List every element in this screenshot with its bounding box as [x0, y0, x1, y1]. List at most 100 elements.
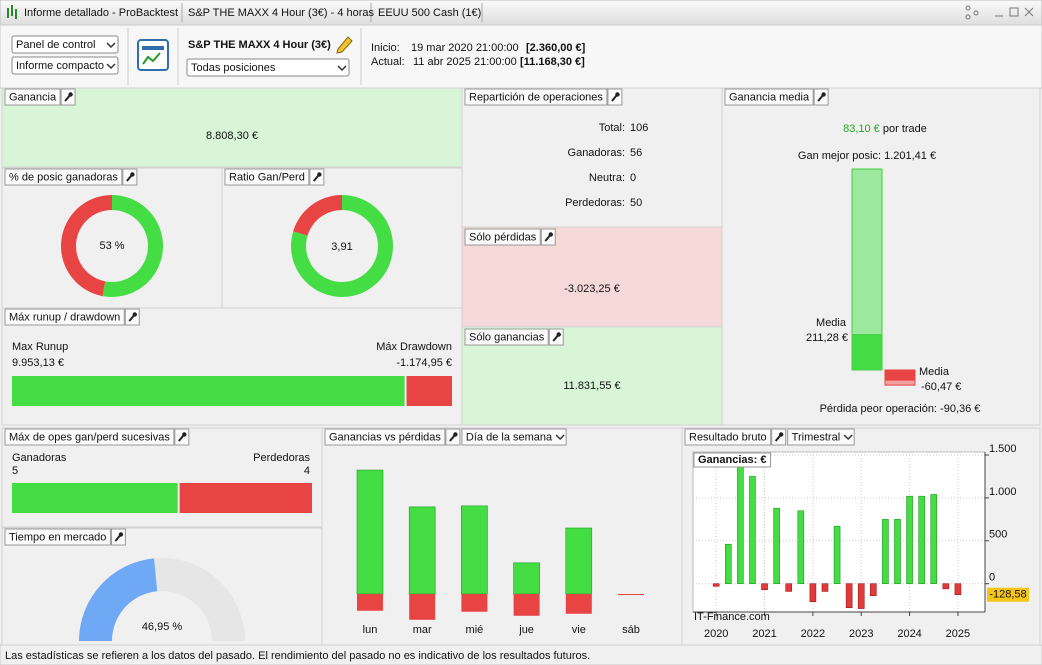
wins-name: Ganadoras [12, 452, 67, 464]
gross-bar [870, 583, 877, 596]
gross-bar [773, 507, 780, 584]
gross-bar [724, 543, 732, 584]
y-tick-label: 1.500 [989, 443, 1017, 455]
panel-title: Máx runup / drawdown [9, 311, 120, 323]
dropdown-arrow [106, 42, 116, 49]
gain-bar [565, 527, 593, 595]
gross-bar [930, 494, 938, 584]
selector-label: Trimestral [792, 431, 840, 443]
donut-win [102, 195, 164, 298]
avg-win-name: Media [816, 317, 847, 329]
gross-bar [761, 583, 768, 590]
avg-win-bar [851, 334, 883, 371]
toolbar [0, 24, 1042, 89]
wrench-icon [548, 232, 553, 237]
x-tick-label: 2020 [704, 628, 728, 640]
gross-bar [749, 476, 756, 584]
panel-title-box [724, 88, 814, 106]
x-tick-label: 2021 [752, 628, 776, 640]
dropdown-arrow [106, 63, 116, 70]
average-value: 83,10 € por trade [843, 123, 927, 135]
end-price: [11.168,30 €] [520, 56, 585, 68]
wrench-icon [118, 532, 124, 537]
gain-bar [513, 562, 540, 595]
report-select[interactable] [11, 56, 119, 75]
panel-title-box [224, 168, 310, 186]
avg-loss-label: -60,47 € [921, 381, 961, 393]
wrench-icon [317, 172, 322, 177]
report-icon[interactable] [137, 39, 169, 71]
strategy-name: S&P THE MAXX 4 Hour (3€) [188, 39, 331, 51]
dropdown-arrow [337, 65, 347, 72]
selector-box[interactable] [461, 428, 567, 446]
gross-bar [857, 583, 865, 609]
panel-runup [1, 307, 463, 426]
losses-value: -3.023,25 € [564, 283, 620, 295]
gross-bar [942, 583, 950, 590]
panel-title-box [4, 168, 123, 186]
panel-title: Ganancia [9, 91, 57, 103]
x-tick-label: vie [572, 624, 586, 636]
last-value-label: -128,58 [989, 589, 1026, 601]
losses-value: 4 [304, 465, 310, 477]
gross-bar [882, 519, 889, 584]
gauge-value [79, 558, 158, 641]
panel-distribution [461, 87, 723, 228]
panel-title-box [464, 88, 608, 106]
y-tick-label: 500 [989, 529, 1007, 541]
losses-name: Perdedoras [253, 452, 310, 464]
start-price: [2.360,00 €] [526, 42, 586, 54]
wrench-icon [821, 92, 826, 97]
gross-bar [906, 495, 913, 584]
tab-label: Informe detallado - ProBacktest [24, 7, 178, 19]
panel-title-box [4, 428, 175, 446]
distribution-label: Total: [599, 122, 625, 134]
x-tick-label: 2023 [849, 628, 873, 640]
donut-loss [293, 195, 342, 236]
selector-box[interactable] [787, 428, 855, 446]
gain-bar [356, 469, 384, 595]
losses-bar [179, 483, 312, 513]
window-controls[interactable] [965, 5, 1034, 20]
panel-title: Máx de opes gan/perd sucesivas [9, 431, 170, 443]
x-tick-label: jue [518, 624, 534, 636]
wrench-icon [453, 432, 458, 437]
distribution-value: 106 [630, 122, 648, 134]
avg-loss-bar [884, 369, 916, 381]
loss-bar [357, 594, 383, 611]
drawdown-bar [406, 376, 452, 406]
legend-label: Ganancias: € [698, 454, 766, 466]
profit-value: 8.808,30 € [206, 130, 258, 142]
runup-name: Max Runup [12, 341, 68, 353]
watermark: IT-Finance.com [694, 611, 770, 623]
x-tick-label: lun [363, 624, 378, 636]
runup-value: 9.953,13 € [12, 357, 64, 369]
gains-value: 11.831,55 € [563, 380, 620, 392]
last-value-box [987, 587, 1029, 602]
panel-title-box [4, 88, 61, 106]
panel-title-box [4, 528, 111, 546]
panel-title: Sólo pérdidas [469, 231, 537, 243]
donut-win [291, 195, 394, 298]
distribution-label: Neutra: [589, 172, 625, 184]
panel-title: Ganancias vs pérdidas [329, 431, 441, 443]
loss-bar [461, 594, 488, 612]
report-select-label: Informe compacto [16, 60, 104, 72]
x-tick-label: 2022 [801, 628, 825, 640]
gross-bar [954, 583, 962, 596]
panel-title-box [464, 328, 549, 346]
gauge-rest [154, 558, 245, 641]
gross-bar [918, 495, 925, 584]
worst-trade-label: Pérdida peor operación: -90,36 € [820, 403, 981, 415]
x-tick-label: mié [466, 624, 484, 636]
edit-icon[interactable] [336, 36, 353, 54]
panel-select-label: Panel de control [16, 39, 96, 51]
gross-bar [821, 583, 829, 592]
panel-title-box [464, 228, 541, 246]
donut-loss [61, 195, 112, 297]
panel-select[interactable] [11, 35, 119, 54]
distribution-label: Ganadoras: [568, 147, 625, 159]
positions-select[interactable] [186, 58, 350, 77]
loss-bar [513, 594, 540, 616]
